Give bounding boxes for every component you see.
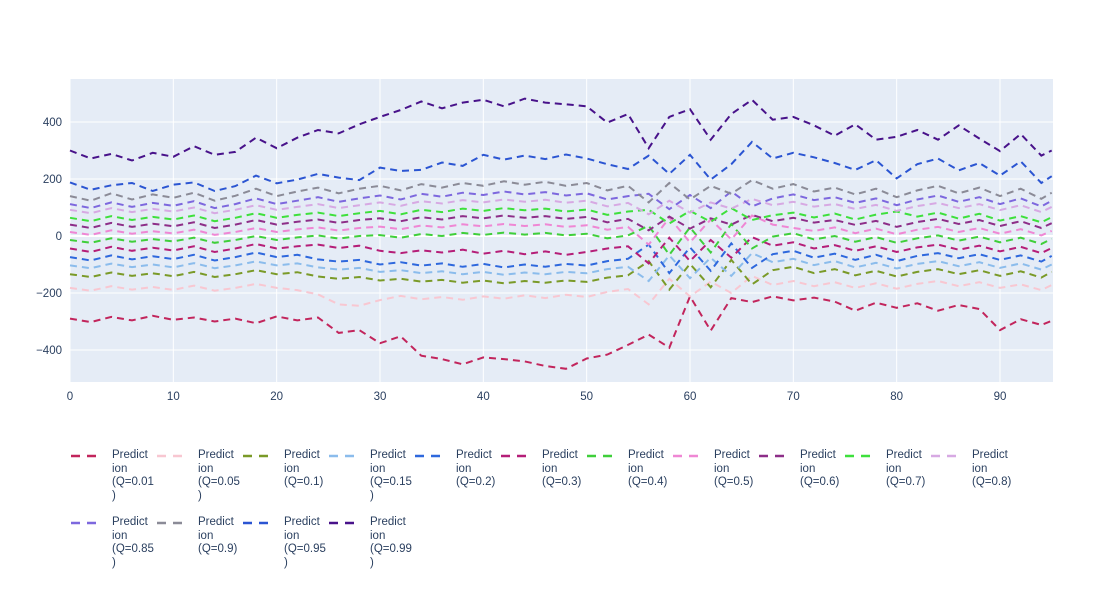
- legend-item-prediction-q-0.15-[interactable]: Predict ion (Q=0.15): [329, 449, 422, 503]
- axis-tick-labels: 0 10 20 30 40 50 60 70 80 90 −400 −200 0 200 400: [36, 117, 1006, 403]
- y-tick-label: −400: [36, 345, 62, 357]
- legend-dash-swatch: [587, 454, 613, 458]
- gridlines: [69, 79, 1053, 382]
- x-tick-label: 80: [890, 391, 903, 403]
- series-line: [69, 213, 1053, 232]
- legend-dash-swatch: [329, 521, 355, 525]
- series-line: [69, 294, 1053, 370]
- y-tick-label: 400: [43, 117, 62, 129]
- series-line: [69, 251, 1053, 283]
- y-tick-label: 200: [43, 174, 62, 186]
- legend-item-prediction-q-0.05-[interactable]: Predict ion (Q=0.05): [157, 449, 250, 503]
- legend-item-label: Predict ion (Q=0.1): [284, 449, 324, 488]
- x-tick-label: 60: [684, 391, 697, 403]
- series-line: [69, 197, 1053, 216]
- x-tick-label: 20: [270, 391, 283, 403]
- legend-item-label: Predict ion (Q=0.95): [284, 516, 326, 569]
- legend-dash-swatch: [243, 521, 269, 525]
- legend-item-label: Predict ion (Q=0.2): [456, 449, 496, 488]
- series-lines: [69, 97, 1053, 370]
- y-tick-label: 0: [56, 231, 62, 243]
- legend-dash-swatch: [71, 454, 97, 458]
- legend-item-label: Predict ion (Q=0.5): [714, 449, 754, 488]
- legend-dash-swatch: [157, 454, 183, 458]
- y-tick-label: −200: [36, 288, 62, 300]
- legend-item-label: Predict ion (Q=0.05): [198, 449, 240, 502]
- legend-dash-swatch: [673, 454, 699, 458]
- legend-item-label: Predict ion (Q=0.99): [370, 516, 412, 569]
- legend-dash-swatch: [415, 454, 441, 458]
- legend-item-label: Predict ion (Q=0.9): [198, 516, 238, 555]
- legend-dash-swatch: [845, 454, 871, 458]
- legend-item-label: Predict ion (Q=0.4): [628, 449, 668, 488]
- x-tick-label: 50: [580, 391, 593, 403]
- legend-item-label: Predict ion (Q=0.6): [800, 449, 840, 488]
- legend-item-prediction-q-0.4-[interactable]: Predict ion (Q=0.4): [587, 449, 680, 490]
- x-tick-label: 90: [994, 391, 1007, 403]
- legend-item-prediction-q-0.9-[interactable]: Predict ion (Q=0.9): [157, 516, 250, 557]
- legend-dash-swatch: [157, 521, 183, 525]
- legend: Predict ion (Q=0.01) Predict ion (Q=0.05) Pred…: [0, 0, 1102, 569]
- legend-dash-swatch: [329, 454, 355, 458]
- x-tick-label: 0: [67, 391, 73, 403]
- series-line: [69, 274, 1053, 307]
- series-line: [69, 241, 1053, 275]
- legend-item-label: Predict ion (Q=0.7): [886, 449, 926, 488]
- x-tick-label: 70: [787, 391, 800, 403]
- legend-dash-swatch: [501, 454, 527, 458]
- legend-item-prediction-q-0.7-[interactable]: Predict ion (Q=0.7): [845, 449, 938, 490]
- quantile-prediction-chart: 0 10 20 30 40 50 60 70 80 90 −400 −200 0 200 400: [36, 79, 1053, 403]
- plot-area[interactable]: [70, 79, 1053, 382]
- legend-item-label: Predict ion (Q=0.8): [972, 449, 1012, 488]
- series-line: [69, 190, 1053, 211]
- x-tick-label: 30: [374, 391, 387, 403]
- legend-item-prediction-q-0.85-[interactable]: Predict ion (Q=0.85): [71, 516, 164, 570]
- legend-item-label: Predict ion (Q=0.15): [370, 449, 412, 502]
- series-line: [69, 178, 1053, 204]
- legend-item-prediction-q-0.01-[interactable]: Predict ion (Q=0.01): [71, 449, 164, 503]
- x-tick-label: 40: [477, 391, 490, 403]
- legend-item-prediction-q-0.8-[interactable]: Predict ion (Q=0.8): [931, 449, 1024, 490]
- legend-item-prediction-q-0.6-[interactable]: Predict ion (Q=0.6): [759, 449, 852, 490]
- legend-dash-swatch: [243, 454, 269, 458]
- legend-dash-swatch: [931, 454, 957, 458]
- series-line: [69, 140, 1053, 193]
- legend-item-label: Predict ion (Q=0.01): [112, 449, 154, 502]
- legend-item-label: Predict ion (Q=0.3): [542, 449, 582, 488]
- series-line: [69, 97, 1053, 162]
- legend-item-prediction-q-0.2-[interactable]: Predict ion (Q=0.2): [415, 449, 508, 490]
- legend-dash-swatch: [71, 521, 97, 525]
- legend-item-prediction-q-0.1-[interactable]: Predict ion (Q=0.1): [243, 449, 336, 490]
- legend-item-label: Predict ion (Q=0.85): [112, 516, 154, 569]
- x-tick-label: 10: [167, 391, 180, 403]
- legend-item-prediction-q-0.3-[interactable]: Predict ion (Q=0.3): [501, 449, 594, 490]
- series-line: [69, 235, 1053, 265]
- legend-item-prediction-q-0.99-[interactable]: Predict ion (Q=0.99): [329, 516, 422, 570]
- legend-item-prediction-q-0.5-[interactable]: Predict ion (Q=0.5): [673, 449, 766, 490]
- legend-dash-swatch: [759, 454, 785, 458]
- legend-item-prediction-q-0.95-[interactable]: Predict ion (Q=0.95): [243, 516, 336, 570]
